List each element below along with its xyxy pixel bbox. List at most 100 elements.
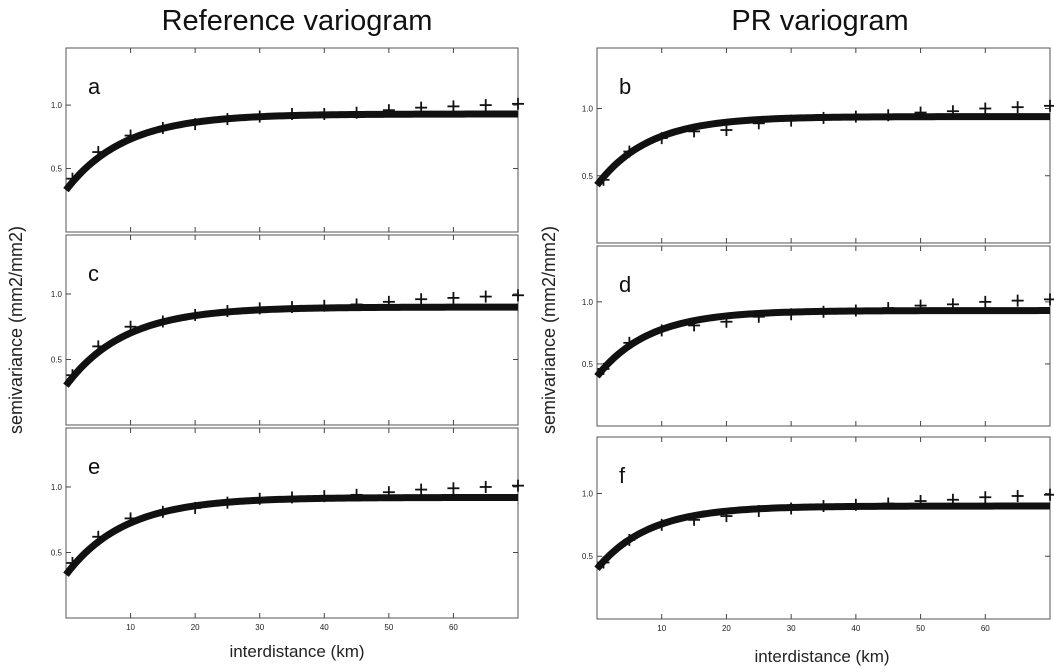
data-point-marker [1011,101,1024,114]
y-tick-label: 1.0 [51,101,63,110]
data-point-marker [124,512,137,525]
y-tick-label: 1.0 [51,290,63,299]
data-point-marker [655,132,668,145]
data-point-marker [946,493,959,506]
data-point-marker [849,498,862,511]
data-point-marker [124,129,137,142]
y-tick-label: 0.5 [51,355,63,364]
data-point-marker [447,482,460,495]
data-point-marker [189,118,202,131]
data-point-marker [350,488,363,501]
data-point-marker [124,320,137,333]
data-point-marker [415,101,428,114]
data-point-marker [382,486,395,499]
panel-frame [65,234,519,426]
x-tick-label: 60 [449,623,458,632]
left-column-title: Reference variogram [162,5,433,37]
data-point-marker [447,291,460,304]
x-tick-label: 20 [722,624,731,633]
data-point-marker [946,105,959,118]
left-x-axis-label: interdistance (km) [229,642,364,661]
x-tick-label: 20 [191,623,200,632]
panel-c: 0.5 1.0 c [51,234,524,426]
data-point-marker [688,513,701,526]
data-point-marker [382,295,395,308]
data-point-marker [1044,488,1054,501]
data-point-marker [720,315,733,328]
data-point-marker [1044,99,1054,112]
right-x-axis-label: interdistance (km) [754,647,889,666]
y-tick-label: 1.0 [582,298,594,307]
data-point-marker [946,298,959,311]
data-point-marker [688,125,701,138]
data-point-marker [1011,489,1024,502]
data-point-marker [752,310,765,323]
model-curve [594,307,1050,379]
right-y-axis-label: semivariance (mm2/mm2) [539,226,559,434]
data-point-marker [882,302,895,315]
panel-frame [596,436,1051,620]
data-point-marker [479,290,492,303]
data-point-marker [1044,293,1054,306]
data-point-marker [882,109,895,122]
data-point-marker [221,496,234,509]
y-tick-label: 0.5 [582,360,594,369]
data-point-marker [979,491,992,504]
data-point-marker [882,497,895,510]
data-point-marker [92,146,105,159]
data-point-marker [415,483,428,496]
y-tick-label: 1.0 [582,489,594,498]
data-point-marker [785,502,798,515]
data-point-marker [623,533,636,546]
y-tick-label: 1.0 [51,483,63,492]
data-point-marker [623,145,636,158]
data-point-marker [189,501,202,514]
panel-letter: e [88,454,100,479]
data-point-marker [286,491,298,504]
data-point-marker [253,110,266,123]
x-tick-label: 30 [787,624,796,633]
data-point-marker [479,99,492,112]
data-point-marker [253,302,266,315]
data-point-marker [286,107,298,120]
data-point-marker [318,490,331,503]
data-point-marker [914,299,927,312]
right-column-title: PR variogram [731,5,908,37]
y-tick-label: 0.5 [51,165,63,174]
data-point-marker [189,308,202,321]
data-point-marker [817,305,830,318]
data-point-marker [655,324,668,337]
data-point-marker [720,510,733,523]
data-point-marker [752,117,765,130]
data-point-marker [914,106,927,119]
panel-frame [65,427,519,619]
y-tick-label: 0.5 [582,172,594,181]
panel-a: 0.5 1.0 a [51,47,524,233]
data-point-marker [66,556,79,569]
y-tick-label: 1.0 [582,105,594,114]
data-point-marker [817,500,830,513]
model-curve [594,113,1050,188]
y-tick-label: 0.5 [582,552,594,561]
data-point-marker [623,336,636,349]
data-point-marker [914,495,927,508]
panels-group: 0.5 1.0 a 0.5 1.0 b 0.5 1.0 c 0.5 1.0 d 0.5 1.0 10 20 30… [51,47,1054,633]
x-tick-label: 30 [255,623,264,632]
y-tick-label: 0.5 [51,548,63,557]
data-point-marker [512,479,524,492]
panel-e: 0.5 1.0 10 20 30 40 50 60 e [51,427,524,632]
panel-frame [596,245,1051,427]
x-tick-label: 10 [657,624,666,633]
data-point-marker [156,121,169,134]
data-point-marker [597,173,610,186]
data-point-marker [92,340,105,353]
data-point-marker [318,107,331,120]
x-tick-label: 40 [320,623,329,632]
data-point-marker [318,299,331,312]
model-curve [594,502,1051,572]
panel-letter: c [88,261,99,286]
data-point-marker [221,113,234,126]
data-point-marker [849,304,862,317]
panel-f: 0.5 1.0 10 20 30 40 50 60 f [582,436,1054,633]
data-point-marker [156,315,169,328]
